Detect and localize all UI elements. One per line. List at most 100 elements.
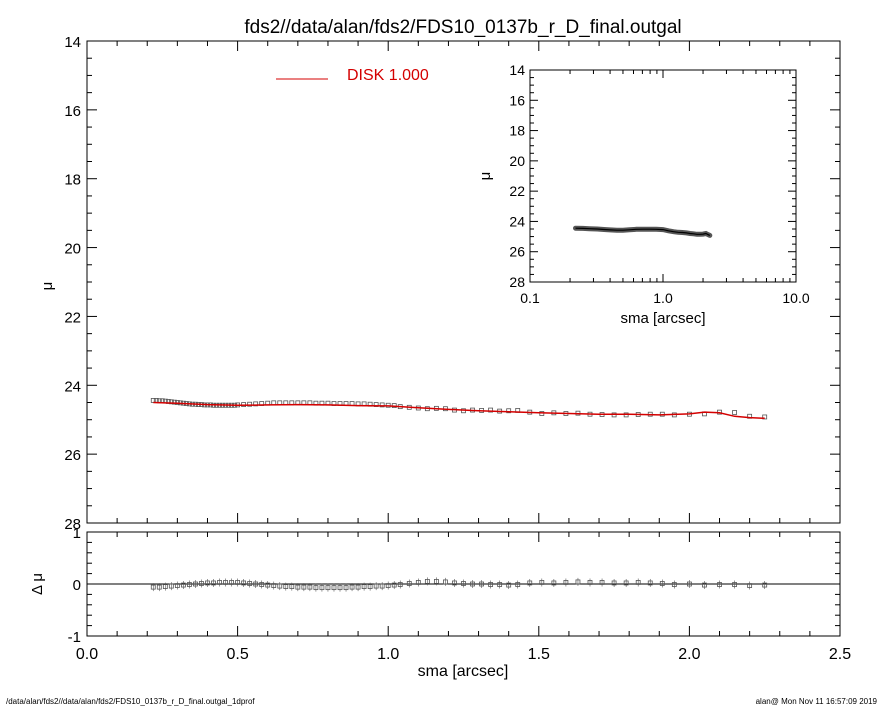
residual-point [174, 581, 180, 590]
residual-point [229, 578, 234, 587]
residual-point [325, 583, 331, 592]
legend-label: DISK 1.000 [347, 67, 429, 84]
residual-point [162, 582, 168, 591]
residual-point [452, 578, 457, 587]
main-data-point [762, 414, 768, 420]
main-axes: 14 16 18 20 22 24 26 28 [64, 34, 841, 533]
residual-point [747, 581, 753, 590]
main-y-tick-label: 24 [64, 378, 81, 395]
footer-user-timestamp: alan@ Mon Nov 11 16:57:09 2019 [755, 697, 877, 706]
inset-y-tick-label: 26 [509, 244, 525, 260]
residual-y-tick-label: -1 [68, 629, 81, 646]
residual-point [470, 580, 475, 588]
main-data-point [732, 410, 737, 415]
residual-point [259, 580, 265, 589]
inset-x-tick-label: 10.0 [782, 290, 809, 306]
residual-point [762, 581, 768, 590]
residual-x-tick-label: 2.0 [678, 646, 700, 663]
residual-point [205, 578, 210, 587]
residual-point [187, 580, 192, 589]
inset-y-axis-label: μ [477, 172, 494, 181]
residual-point [433, 577, 439, 586]
main-data-point [168, 399, 174, 405]
main-y-tick-label: 20 [64, 241, 81, 258]
inset-y-tick-label: 28 [509, 274, 525, 290]
residual-axes: -1 0 1 0.0 0.5 1.0 1.5 2.0 2.5 [68, 525, 852, 663]
residual-point [235, 578, 241, 587]
residual-point [217, 578, 222, 587]
main-data-point [488, 407, 494, 413]
inset-axes: 14 16 18 20 22 24 26 280.1 1.0 10.0 [509, 62, 809, 306]
residual-point [211, 578, 216, 587]
residual-point [635, 578, 641, 587]
residual-x-axis-label: sma [arcsec] [418, 663, 509, 680]
residual-point [355, 583, 361, 592]
residual-point [702, 581, 707, 590]
residual-point [479, 580, 484, 588]
residual-y-tick-label: 0 [73, 577, 81, 594]
residual-point [659, 579, 665, 588]
residual-point [443, 577, 448, 586]
figure-title: fds2//data/alan/fds2/FDS10_0137b_r_D_fin… [244, 17, 681, 38]
residual-point [247, 579, 253, 588]
residual-point [295, 583, 301, 592]
residual-point [599, 578, 605, 587]
residual-point [732, 580, 737, 589]
residual-point [527, 578, 533, 587]
main-data-point [253, 401, 259, 407]
main-y-tick-label: 28 [64, 516, 81, 533]
residual-y-tick-label: 1 [73, 525, 81, 542]
main-y-tick-label: 22 [64, 309, 81, 326]
residual-x-tick-label: 0.0 [76, 646, 98, 663]
residual-point [539, 578, 545, 587]
residual-point [156, 583, 162, 592]
residual-point [385, 581, 391, 590]
residual-x-tick-label: 1.0 [377, 646, 399, 663]
residual-point [289, 582, 295, 591]
residual-point [283, 582, 289, 591]
residual-point [241, 578, 247, 587]
residual-point [461, 579, 466, 588]
residual-x-tick-label: 2.5 [829, 646, 851, 663]
residual-point [506, 581, 512, 590]
residual-point [193, 580, 198, 588]
residual-point [397, 580, 403, 589]
residual-point [575, 577, 581, 586]
residual-point [168, 582, 174, 591]
residual-point [424, 577, 430, 586]
residual-point [623, 578, 629, 587]
inset-x-axis-label: sma [arcsec] [620, 310, 705, 327]
residual-point [271, 581, 277, 590]
residual-point [343, 583, 349, 592]
residual-point [406, 579, 412, 588]
residual-point [587, 578, 593, 587]
main-data-point [506, 408, 512, 414]
main-data-markers [150, 398, 768, 420]
inset-y-tick-label: 22 [509, 183, 525, 199]
inset-y-tick-label: 14 [509, 62, 525, 78]
residual-point [331, 583, 337, 592]
residual-point [611, 578, 617, 587]
residual-point [497, 580, 503, 589]
residual-point [361, 582, 367, 591]
residual-point [313, 583, 319, 592]
inset-panel: 14 16 18 20 22 24 26 280.1 1.0 10.0 μ sma [arcsec… [477, 62, 810, 327]
inset-y-tick-label: 16 [509, 92, 525, 108]
inset-data-line-core [575, 227, 711, 236]
residual-point [687, 580, 692, 588]
residual-point [671, 580, 677, 589]
main-y-tick-label: 18 [64, 172, 81, 189]
residual-point [319, 583, 325, 592]
main-model-line [153, 401, 765, 420]
residual-panel: -1 0 1 0.0 0.5 1.0 1.5 2.0 2.5 Δ μ sma [arcsec] [29, 525, 851, 680]
residual-point [180, 581, 186, 590]
residual-point [373, 582, 379, 591]
main-y-tick-label: 14 [64, 34, 81, 51]
residual-point [391, 581, 397, 590]
residual-point [379, 582, 385, 591]
main-data-point [373, 402, 379, 407]
inset-plot-frame [529, 69, 797, 283]
residual-point [563, 578, 569, 587]
residual-point [199, 579, 204, 588]
residual-point [223, 578, 228, 587]
